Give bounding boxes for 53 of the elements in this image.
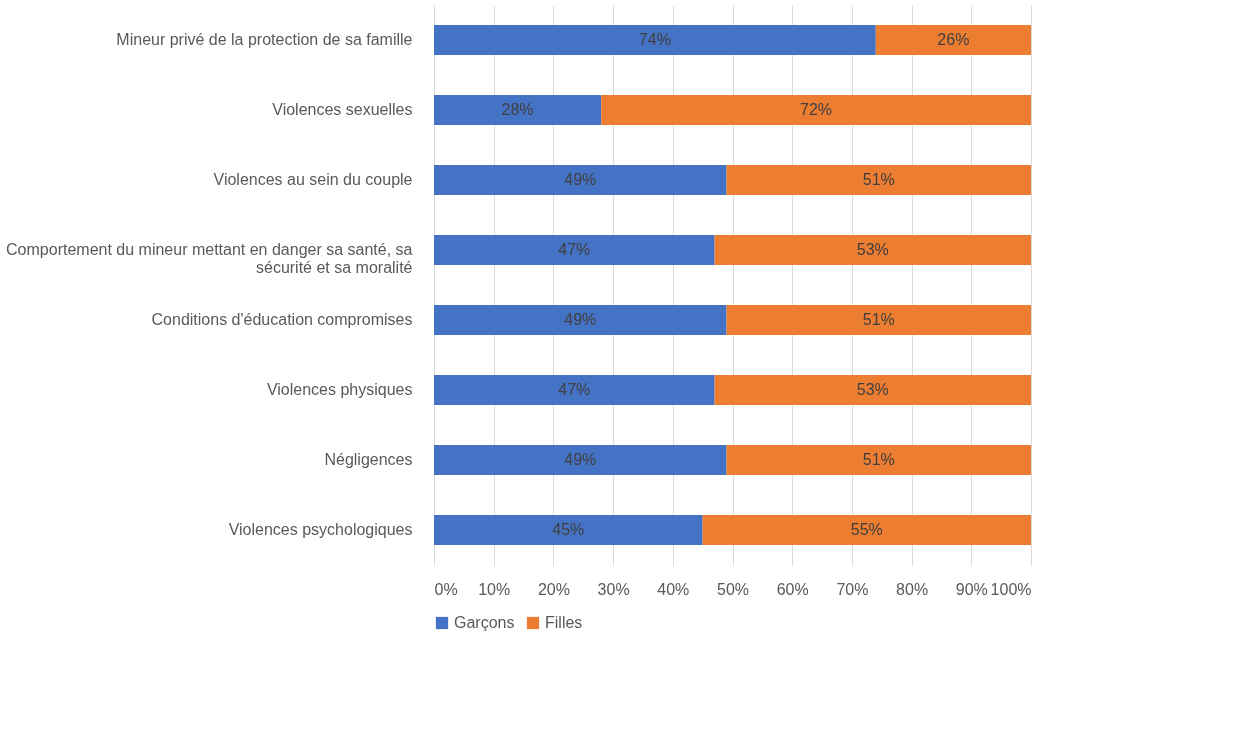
data-label: 51%: [862, 451, 895, 468]
data-label: 45%: [552, 521, 585, 538]
x-tick-label: 80%: [896, 580, 929, 598]
x-tick-label: 40%: [657, 580, 690, 598]
data-label: 51%: [862, 171, 895, 188]
y-tick-label: Violences au sein du couple: [213, 171, 413, 188]
bar: [434, 445, 727, 475]
bar: [434, 305, 727, 335]
y-tick-label: Violences psychologiques: [228, 521, 413, 538]
data-label: 49%: [564, 451, 597, 468]
bar: [726, 445, 1031, 475]
data-label: 51%: [862, 311, 895, 328]
bar: [601, 95, 1031, 125]
y-tick-label: Violences sexuelles: [272, 101, 413, 118]
x-tick-label: 100%: [990, 580, 1032, 598]
bar: [702, 515, 1031, 545]
bar: [434, 375, 715, 405]
bar: [434, 95, 602, 125]
bar: [714, 375, 1031, 405]
y-tick-label: Négligences: [324, 451, 413, 468]
y-tick-label: Violences physiques: [266, 381, 413, 398]
legend-label: Filles: [545, 614, 583, 631]
bar: [434, 25, 876, 55]
y-tick-label: Mineur privé de la protection de sa famille: [116, 31, 413, 48]
x-tick-label: 60%: [776, 580, 809, 598]
data-label: 47%: [558, 241, 591, 258]
bar: [726, 165, 1031, 195]
bar: [434, 165, 727, 195]
data-label: 72%: [800, 101, 833, 118]
data-label: 53%: [856, 241, 889, 258]
data-label: 49%: [564, 311, 597, 328]
data-label: 55%: [850, 521, 883, 538]
bar: [434, 515, 703, 545]
data-label: 26%: [937, 31, 970, 48]
x-tick-label: 70%: [836, 580, 869, 598]
x-tick-label: 90%: [955, 580, 988, 598]
bar: [714, 235, 1031, 265]
x-tick-label: 10%: [478, 580, 511, 598]
data-label: 74%: [638, 31, 671, 48]
data-label: 49%: [564, 171, 597, 188]
y-tick-label: Conditions d'éducation compromises: [151, 311, 413, 328]
x-tick-label: 50%: [716, 580, 750, 598]
bar: [875, 25, 1031, 55]
x-tick-label: 20%: [537, 580, 570, 598]
data-label: 47%: [558, 381, 591, 398]
legend-label: Garçons: [454, 614, 515, 631]
bar: [726, 305, 1031, 335]
x-tick-label: 30%: [597, 580, 630, 598]
data-label: 53%: [856, 381, 889, 398]
bar: [434, 235, 715, 265]
data-label: 28%: [501, 101, 534, 118]
y-tick-label: Comportement du mineur mettant en danger sa santé, sa sécurité et sa moralité: [6, 241, 413, 276]
x-tick-label: 0%: [434, 580, 458, 598]
